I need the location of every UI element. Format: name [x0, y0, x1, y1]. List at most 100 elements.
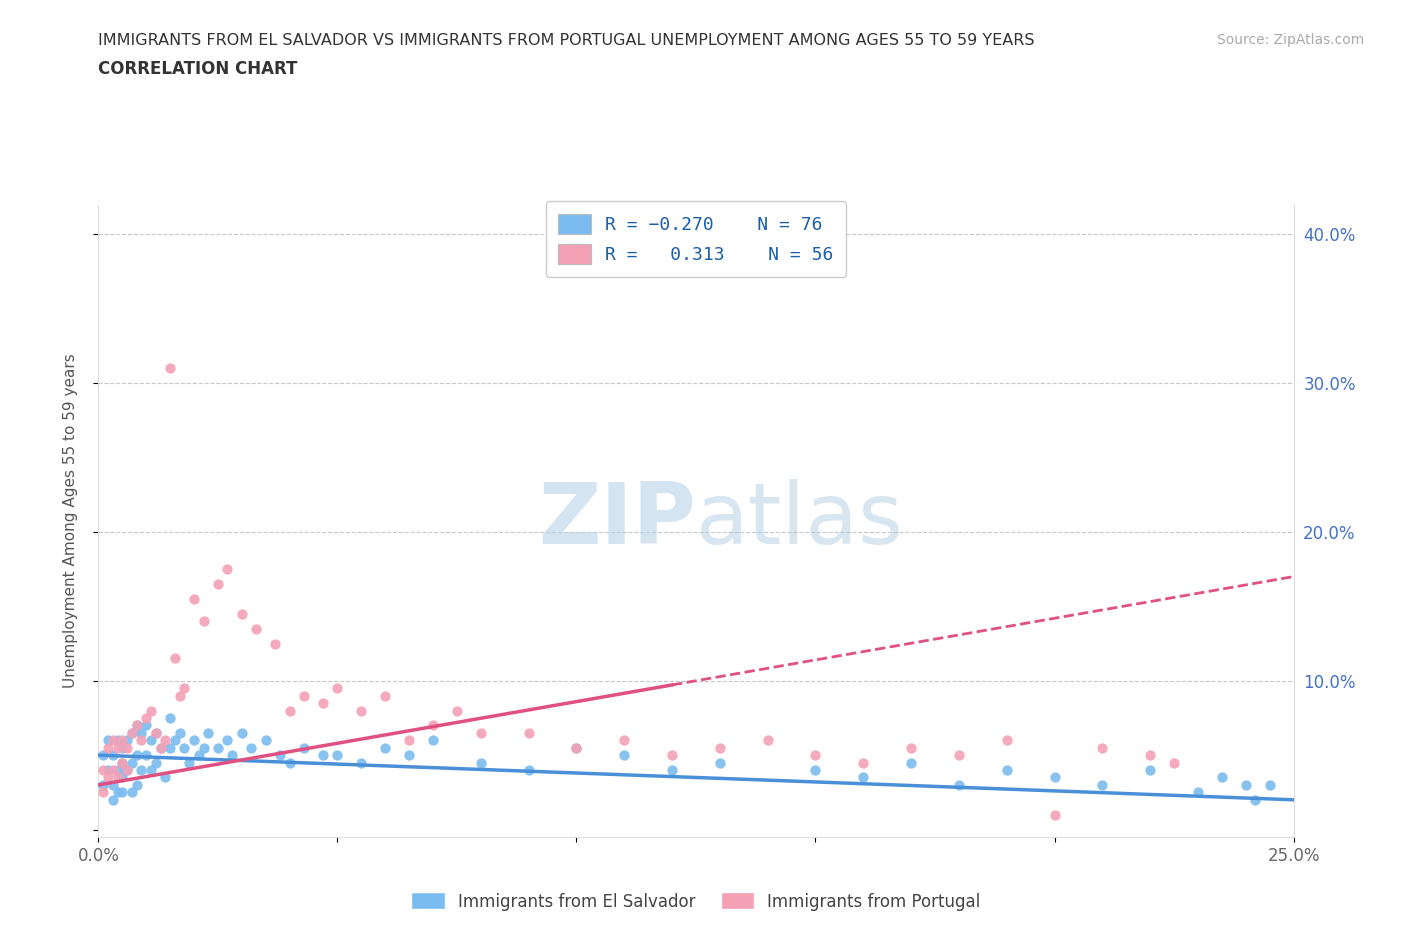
Point	[326, 681, 349, 696]
Point	[374, 740, 396, 755]
Point	[217, 562, 239, 577]
Point	[1163, 755, 1185, 770]
Text: ZIP: ZIP	[538, 479, 696, 563]
Point	[948, 777, 970, 792]
Point	[240, 740, 263, 755]
Point	[111, 755, 134, 770]
Point	[111, 785, 134, 800]
Point	[169, 725, 191, 740]
Point	[613, 748, 636, 763]
Point	[661, 748, 683, 763]
Point	[422, 718, 444, 733]
Point	[197, 725, 219, 740]
Point	[470, 725, 492, 740]
Point	[107, 733, 129, 748]
Point	[193, 740, 215, 755]
Point	[995, 733, 1018, 748]
Point	[565, 740, 588, 755]
Point	[1244, 792, 1267, 807]
Point	[145, 725, 167, 740]
Point	[709, 740, 731, 755]
Point	[245, 621, 267, 636]
Point	[312, 748, 335, 763]
Point	[139, 763, 162, 777]
Point	[101, 777, 124, 792]
Point	[231, 725, 253, 740]
Point	[91, 785, 114, 800]
Point	[446, 703, 468, 718]
Point	[115, 733, 138, 748]
Point	[139, 733, 162, 748]
Point	[852, 770, 875, 785]
Point	[121, 725, 143, 740]
Legend: Immigrants from El Salvador, Immigrants from Portugal: Immigrants from El Salvador, Immigrants …	[405, 885, 987, 917]
Point	[125, 718, 148, 733]
Point	[107, 740, 129, 755]
Text: IMMIGRANTS FROM EL SALVADOR VS IMMIGRANTS FROM PORTUGAL UNEMPLOYMENT AMONG AGES : IMMIGRANTS FROM EL SALVADOR VS IMMIGRANT…	[98, 33, 1035, 47]
Point	[107, 785, 129, 800]
Point	[121, 755, 143, 770]
Point	[91, 763, 114, 777]
Point	[254, 733, 277, 748]
Point	[179, 755, 201, 770]
Point	[900, 740, 922, 755]
Point	[101, 792, 124, 807]
Point	[173, 740, 195, 755]
Point	[278, 703, 301, 718]
Point	[101, 763, 124, 777]
Point	[135, 711, 157, 725]
Point	[135, 718, 157, 733]
Point	[159, 361, 181, 376]
Point	[1211, 770, 1233, 785]
Point	[159, 711, 181, 725]
Point	[1139, 748, 1161, 763]
Point	[278, 755, 301, 770]
Point	[121, 785, 143, 800]
Text: CORRELATION CHART: CORRELATION CHART	[98, 60, 298, 78]
Text: atlas: atlas	[696, 479, 904, 563]
Point	[155, 733, 177, 748]
Y-axis label: Unemployment Among Ages 55 to 59 years: Unemployment Among Ages 55 to 59 years	[63, 353, 77, 688]
Point	[131, 725, 153, 740]
Point	[1043, 770, 1066, 785]
Point	[1091, 740, 1114, 755]
Point	[115, 763, 138, 777]
Point	[398, 748, 420, 763]
Point	[97, 770, 120, 785]
Point	[111, 740, 134, 755]
Point	[111, 770, 134, 785]
Point	[135, 748, 157, 763]
Point	[111, 733, 134, 748]
Point	[145, 755, 167, 770]
Point	[115, 763, 138, 777]
Point	[350, 703, 373, 718]
Point	[995, 763, 1018, 777]
Point	[183, 591, 205, 606]
Point	[398, 733, 420, 748]
Point	[422, 733, 444, 748]
Point	[312, 696, 335, 711]
Point	[269, 748, 291, 763]
Point	[292, 688, 315, 703]
Text: Source: ZipAtlas.com: Source: ZipAtlas.com	[1216, 33, 1364, 46]
Point	[121, 725, 143, 740]
Point	[1139, 763, 1161, 777]
Point	[155, 770, 177, 785]
Point	[107, 763, 129, 777]
Point	[169, 688, 191, 703]
Point	[565, 740, 588, 755]
Point	[101, 733, 124, 748]
Point	[709, 755, 731, 770]
Point	[149, 740, 172, 755]
Point	[101, 748, 124, 763]
Point	[661, 763, 683, 777]
Point	[326, 748, 349, 763]
Point	[1091, 777, 1114, 792]
Point	[111, 755, 134, 770]
Point	[91, 748, 114, 763]
Point	[193, 614, 215, 629]
Point	[613, 733, 636, 748]
Point	[97, 740, 120, 755]
Point	[900, 755, 922, 770]
Point	[1258, 777, 1281, 792]
